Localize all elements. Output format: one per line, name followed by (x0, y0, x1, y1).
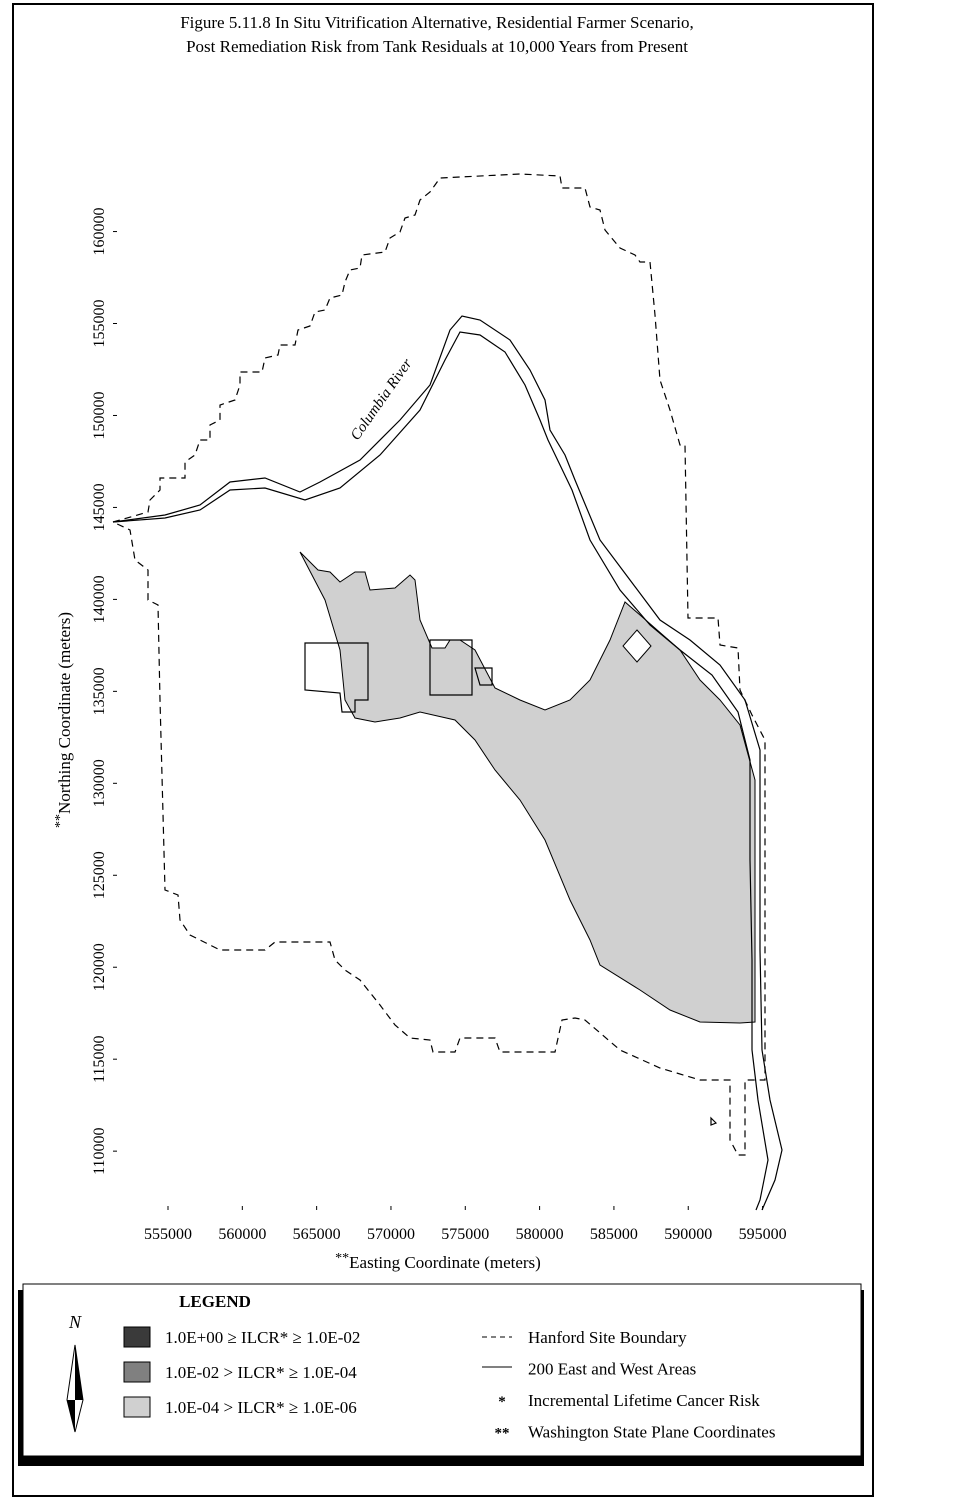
frame (12, 3, 874, 1497)
key-label: Hanford Site Boundary (528, 1328, 687, 1347)
river-bank (112, 331, 769, 1211)
area-200-north (474, 667, 493, 686)
title-line: Figure 5.11.8 In Situ Vitrification Alte… (180, 13, 694, 32)
y-tick-label: 140000 (91, 575, 108, 623)
y-tick-label: 115000 (91, 1035, 108, 1082)
x-tick-label: 595000 (739, 1226, 787, 1243)
legend-title: LEGEND (179, 1292, 251, 1311)
key-label: 200 East and West Areas (528, 1360, 696, 1379)
key-symbol: ** (495, 1426, 510, 1442)
axes: 555000 560000 565000 570000 575000 580000 5850… (91, 208, 787, 1243)
north-label: N (68, 1312, 82, 1332)
north-arrow (75, 1345, 83, 1400)
legend-box (22, 1283, 862, 1457)
area-200-east (429, 639, 473, 696)
label-text: Easting Coordinate (meters) (349, 1253, 541, 1272)
y-tick-label: 155000 (91, 300, 108, 348)
exclusion (622, 629, 652, 663)
x-tick-label: 555000 (144, 1226, 192, 1243)
area-200-west (304, 642, 369, 713)
legend-swatch (123, 1396, 151, 1418)
river-label: Columbia River (348, 356, 416, 443)
x-tick-label: 585000 (590, 1226, 638, 1243)
y-tick-label: 110000 (91, 1127, 108, 1174)
label-marker: ** (53, 814, 68, 828)
y-tick-label: 150000 (91, 391, 108, 439)
legend-label: 1.0E+00 ≥ ILCR* ≥ 1.0E-02 (165, 1328, 360, 1347)
x-tick-label: 560000 (218, 1226, 266, 1243)
y-tick-label: 160000 (91, 208, 108, 256)
x-axis-label: **Easting Coordinate (meters) (335, 1251, 541, 1272)
site-boundary (112, 173, 766, 1156)
legend-swatch (123, 1326, 151, 1348)
legend: LEGEND N 1.0E+00 ≥ ILCR* ≥ 1.0E-02 1.0E-0… (18, 1283, 864, 1466)
river-bank (112, 315, 783, 1211)
legend-label: 1.0E-04 > ILCR* ≥ 1.0E-06 (165, 1398, 357, 1417)
y-tick-label: 145000 (91, 483, 108, 531)
legend-swatch (123, 1361, 151, 1383)
x-tick-label: 565000 (293, 1226, 341, 1243)
x-tick-label: 590000 (664, 1226, 712, 1243)
key-label: Incremental Lifetime Cancer Risk (528, 1391, 760, 1410)
label-marker: ** (335, 1251, 349, 1266)
key-label: Washington State Plane Coordinates (528, 1423, 775, 1442)
title-line: Post Remediation Risk from Tank Residual… (186, 37, 688, 56)
x-tick-label: 570000 (367, 1226, 415, 1243)
y-tick-label: 120000 (91, 943, 108, 991)
map: Columbia River (112, 173, 783, 1211)
risk-legend: 1.0E+00 ≥ ILCR* ≥ 1.0E-02 1.0E-02 > ILCR*… (123, 1326, 360, 1418)
marker (710, 1116, 718, 1126)
north-arrow (67, 1400, 75, 1432)
y-tick-label: 125000 (91, 851, 108, 899)
y-axis-label: **Northing Coordinate (meters) (53, 612, 74, 828)
label-text: Northing Coordinate (meters) (55, 612, 74, 814)
key-symbol: * (498, 1394, 506, 1410)
legend-label: 1.0E-02 > ILCR* ≥ 1.0E-04 (165, 1363, 357, 1382)
y-tick-label: 135000 (91, 667, 108, 715)
risk-area (299, 551, 756, 1024)
x-tick-label: 580000 (516, 1226, 564, 1243)
key-legend: Hanford Site Boundary 200 East and West A… (495, 1328, 776, 1442)
y-tick-label: 130000 (91, 759, 108, 807)
x-tick-label: 575000 (441, 1226, 489, 1243)
